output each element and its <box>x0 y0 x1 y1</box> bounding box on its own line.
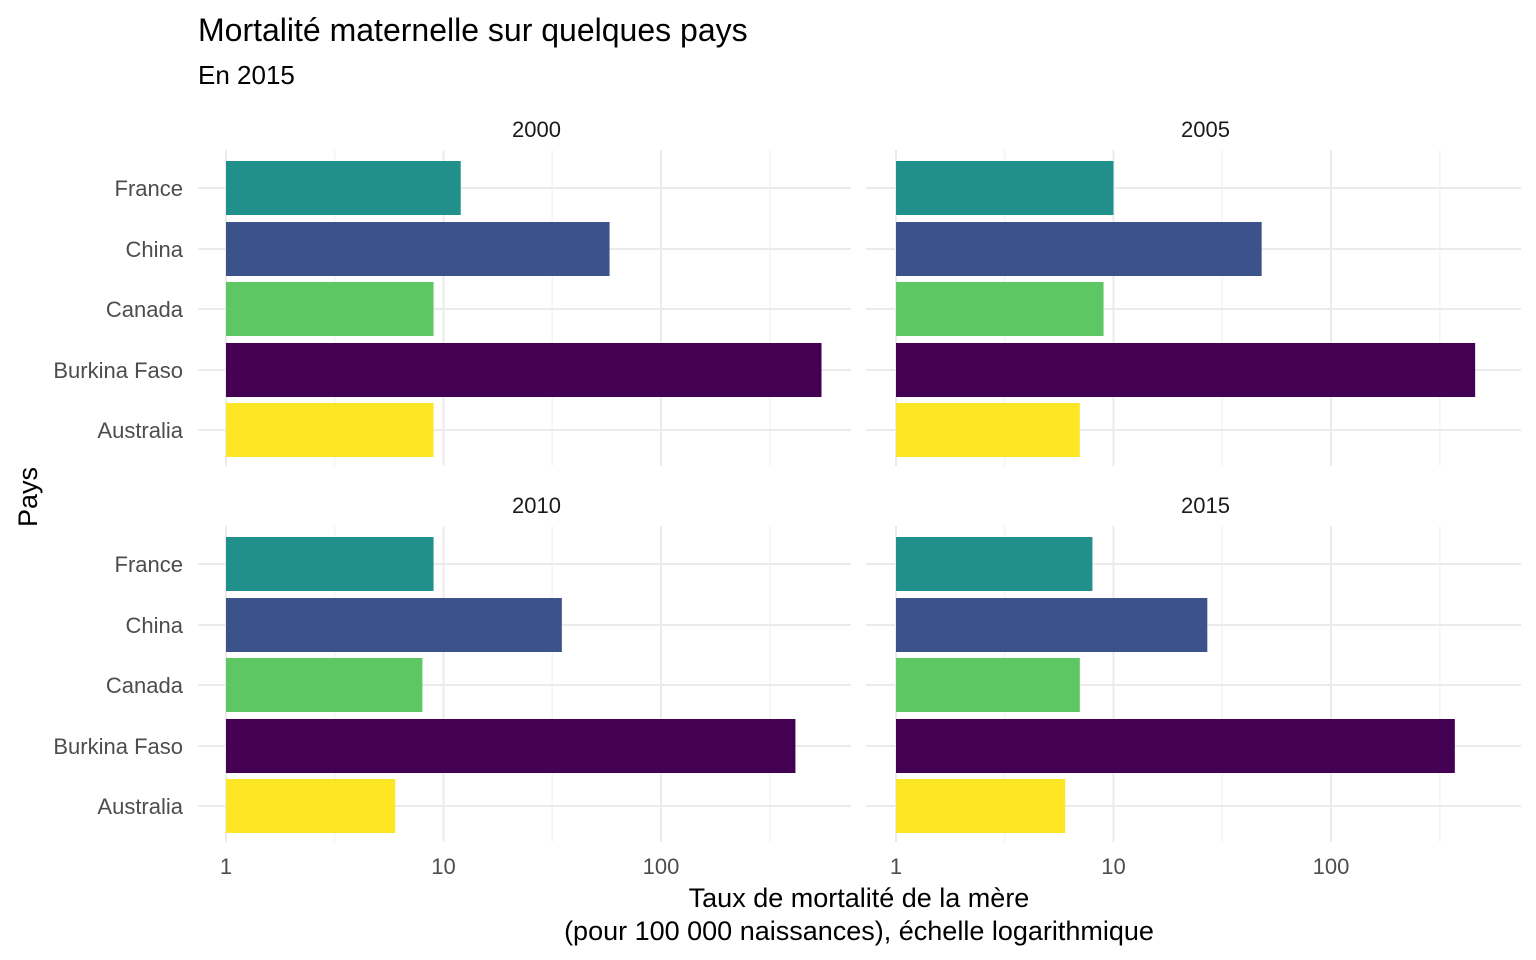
category-label: China <box>126 237 184 262</box>
category-label: Canada <box>106 297 184 322</box>
x-tick-label: 10 <box>431 854 455 879</box>
x-tick-label: 1 <box>220 854 232 879</box>
bar-france-2005 <box>896 161 1114 215</box>
panel-2010: 2010 France China Canada Burkina Faso Austral… <box>53 493 851 879</box>
bar-china-2000 <box>226 222 610 276</box>
bar-canada-2005 <box>896 282 1104 336</box>
category-label: Burkina Faso <box>53 358 183 383</box>
bar-australia-2015 <box>896 779 1066 833</box>
panel-2000: 2000 France China Canada Burkina Faso Austral… <box>53 117 851 466</box>
y-axis-title: Pays <box>13 467 43 527</box>
bar-burkina-faso-2000 <box>226 343 822 397</box>
x-tick-label: 100 <box>1313 854 1350 879</box>
panel-2005: 2005 <box>866 117 1521 466</box>
category-label: Canada <box>106 673 184 698</box>
bar-france-2010 <box>226 537 434 591</box>
x-axis-title-line1: Taux de mortalité de la mère <box>689 883 1030 913</box>
category-label: China <box>126 613 184 638</box>
category-label: Australia <box>97 418 183 443</box>
bar-australia-2000 <box>226 403 434 457</box>
bar-australia-2010 <box>226 779 396 833</box>
x-tick-label: 10 <box>1101 854 1125 879</box>
chart-subtitle: En 2015 <box>198 60 295 90</box>
category-label: Australia <box>97 794 183 819</box>
x-tick-label: 100 <box>643 854 680 879</box>
facet-label-2010: 2010 <box>512 493 561 518</box>
bar-china-2005 <box>896 222 1262 276</box>
bar-china-2015 <box>896 598 1208 652</box>
bar-burkina-faso-2005 <box>896 343 1476 397</box>
bar-canada-2015 <box>896 658 1080 712</box>
x-axis-title-line2: (pour 100 000 naissances), échelle logar… <box>564 916 1154 946</box>
bar-burkina-faso-2010 <box>226 719 796 773</box>
bar-france-2015 <box>896 537 1093 591</box>
chart-title: Mortalité maternelle sur quelques pays <box>198 12 748 48</box>
category-label: France <box>115 176 183 201</box>
bar-canada-2000 <box>226 282 434 336</box>
bar-burkina-faso-2015 <box>896 719 1455 773</box>
facet-label-2015: 2015 <box>1181 493 1230 518</box>
category-label: France <box>115 552 183 577</box>
bar-australia-2005 <box>896 403 1080 457</box>
bar-france-2000 <box>226 161 461 215</box>
bar-china-2010 <box>226 598 562 652</box>
facet-label-2000: 2000 <box>512 117 561 142</box>
category-label: Burkina Faso <box>53 734 183 759</box>
facet-label-2005: 2005 <box>1181 117 1230 142</box>
panel-2015: 2015 1 10 100 <box>866 493 1521 879</box>
x-tick-label: 1 <box>890 854 902 879</box>
bar-canada-2010 <box>226 658 423 712</box>
facet-panels: 2000 France China Canada Burkina Faso Austral… <box>53 117 1521 879</box>
